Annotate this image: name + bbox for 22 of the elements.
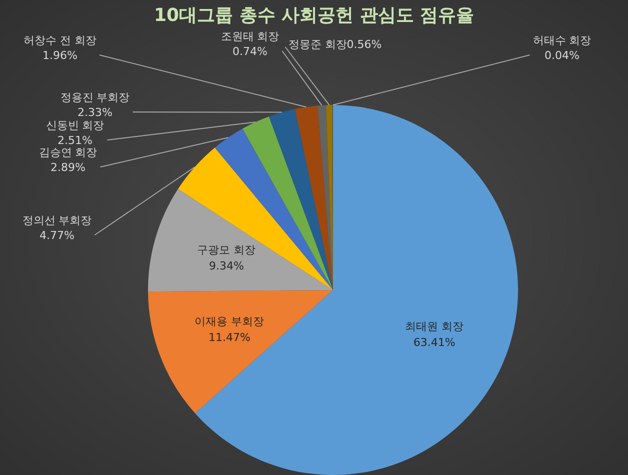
slice-label: 조원태 회장 bbox=[220, 30, 280, 43]
slice-label: 최태원 회장 bbox=[405, 320, 464, 334]
data-label: 2.33% bbox=[78, 106, 112, 119]
slice-label: 정용진 부회장 bbox=[60, 90, 130, 104]
slice-label: 신동빈 회장 bbox=[46, 118, 104, 132]
data-label: 1.96% bbox=[42, 48, 78, 62]
slice-label: 이재용 부회장 bbox=[194, 314, 264, 328]
slice-label: 김승연 회장 bbox=[38, 146, 98, 159]
data-label: 2.51% bbox=[58, 134, 92, 147]
data-label: 2.89% bbox=[50, 160, 86, 174]
slice-label: 정의선 부회장 bbox=[22, 214, 92, 227]
data-label: 0.74% bbox=[232, 44, 268, 58]
slice-label: 허창수 전 회장 bbox=[24, 34, 96, 47]
data-label: 11.47% bbox=[208, 330, 250, 344]
slice-label: 허태수 회장 bbox=[532, 34, 592, 47]
slice-label: 구광모 회장 bbox=[197, 244, 256, 257]
slice-label: 정몽준 회장0.56% bbox=[288, 38, 382, 51]
data-label: 9.34% bbox=[208, 260, 244, 273]
data-label: 63.41% bbox=[413, 336, 456, 350]
chart-title: 10대그룹 총수 사회공헌 관심도 점유율 bbox=[152, 4, 476, 27]
data-label: 4.77% bbox=[40, 228, 74, 242]
data-label: 0.04% bbox=[544, 48, 580, 62]
